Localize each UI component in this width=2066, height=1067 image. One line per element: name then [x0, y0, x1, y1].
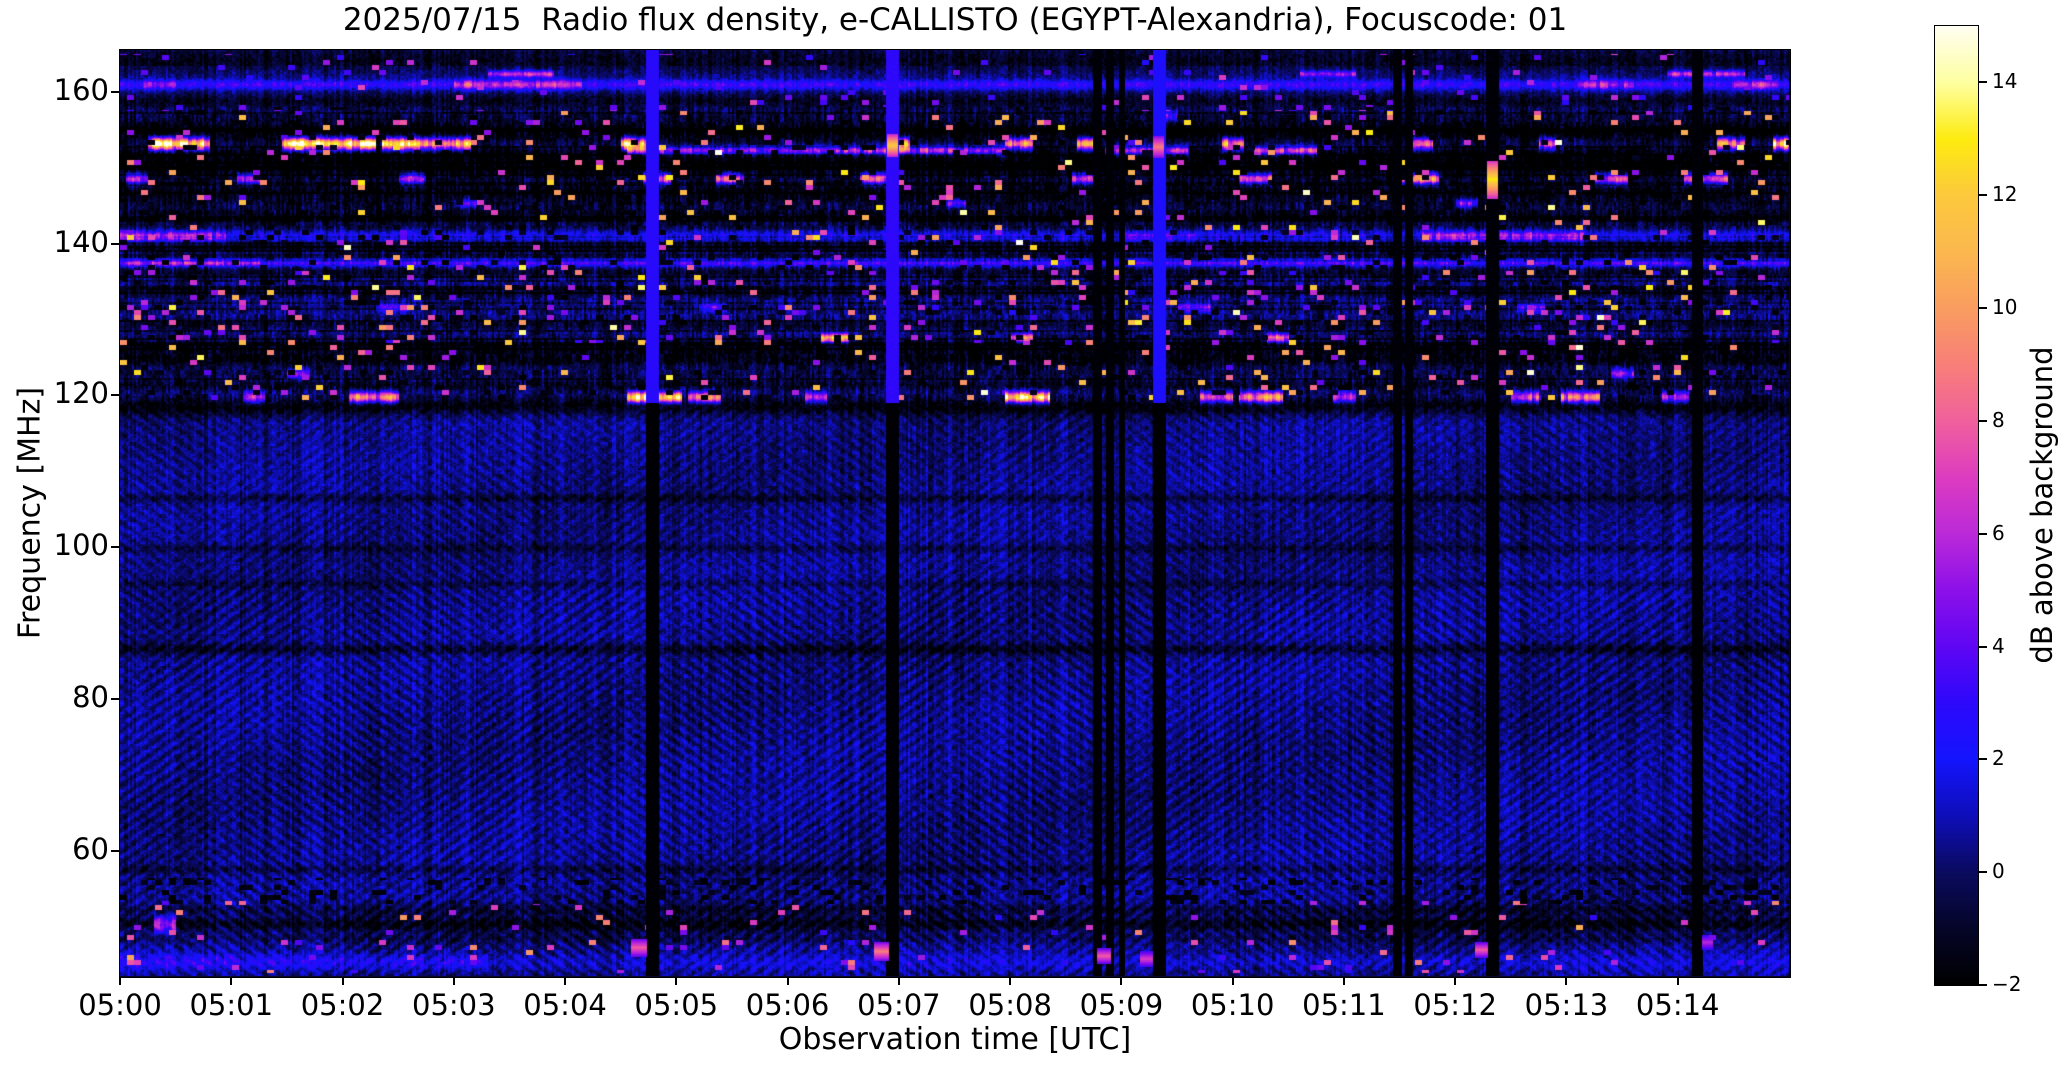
colorbar-tick-mark: [1979, 645, 1987, 648]
colorbar-tick-label: −2: [1992, 972, 2022, 996]
x-tick-mark: [1231, 977, 1234, 985]
colorbar-tick-mark: [1979, 984, 1987, 986]
x-tick-label: 05:08: [968, 988, 1052, 1022]
x-tick-mark: [786, 977, 789, 985]
y-tick-mark: [111, 546, 119, 549]
x-tick-mark: [1565, 977, 1568, 985]
x-tick-label: 05:10: [1190, 988, 1275, 1022]
y-axis-label: Frequency [MHz]: [12, 386, 48, 640]
x-tick-mark: [897, 977, 900, 985]
x-tick-label: 05:02: [300, 988, 385, 1022]
colorbar-tick-label: 2: [1992, 746, 2005, 771]
x-tick-label: 05:07: [857, 988, 941, 1022]
x-tick-label: 05:14: [1635, 988, 1720, 1022]
x-tick-label: 05:01: [189, 988, 274, 1022]
x-tick-label: 05:13: [1524, 988, 1609, 1022]
colorbar-tick-mark: [1979, 532, 1987, 535]
x-tick-label: 05:05: [634, 988, 719, 1022]
y-tick-label: 140: [53, 224, 109, 259]
colorbar-tick-label: 14: [1992, 69, 2018, 94]
colorbar-label: dB above background: [2025, 346, 2059, 664]
colorbar-tick-mark: [1979, 194, 1987, 197]
colorbar-tick-label: 12: [1992, 182, 2018, 207]
x-tick-mark: [341, 977, 344, 985]
x-tick-mark: [1009, 977, 1012, 985]
colorbar-tick-label: 4: [1992, 633, 2005, 658]
x-tick-mark: [119, 977, 121, 985]
x-tick-label: 05:00: [78, 988, 162, 1022]
x-tick-mark: [1454, 977, 1457, 985]
x-tick-mark: [1120, 977, 1123, 985]
x-tick-label: 05:09: [1079, 988, 1164, 1022]
colorbar-tick-label: 0: [1992, 859, 2005, 884]
y-tick-label: 100: [53, 528, 109, 563]
x-tick-mark: [230, 977, 233, 985]
y-tick-mark: [111, 849, 119, 852]
colorbar-tick-mark: [1979, 81, 1987, 84]
colorbar-tick-label: 8: [1992, 407, 2005, 432]
colorbar-tick-mark: [1979, 419, 1987, 422]
x-tick-mark: [452, 977, 455, 985]
x-tick-label: 05:12: [1413, 988, 1497, 1022]
x-axis-label: Observation time [UTC]: [778, 1022, 1132, 1057]
colorbar-tick-mark: [1979, 871, 1987, 874]
figure-title: 2025/07/15 Radio flux density, e-CALLIST…: [342, 2, 1568, 38]
y-tick-label: 80: [72, 679, 109, 714]
y-tick-label: 120: [53, 376, 109, 411]
x-tick-label: 05:03: [412, 988, 496, 1022]
y-tick-mark: [111, 697, 119, 700]
y-tick-mark: [111, 394, 119, 397]
y-tick-label: 60: [72, 831, 109, 866]
x-tick-mark: [564, 977, 567, 985]
x-tick-mark: [1676, 977, 1679, 985]
x-tick-label: 05:11: [1302, 988, 1386, 1022]
x-tick-mark: [1342, 977, 1345, 985]
colorbar-tick-label: 10: [1992, 295, 2018, 320]
colorbar-tick-label: 6: [1992, 520, 2005, 545]
colorbar-tick-mark: [1979, 307, 1987, 310]
y-tick-mark: [111, 90, 119, 93]
x-tick-label: 05:06: [745, 988, 830, 1022]
x-tick-mark: [675, 977, 678, 985]
y-tick-mark: [111, 242, 119, 245]
x-tick-label: 05:04: [523, 988, 607, 1022]
colorbar-tick-mark: [1979, 758, 1987, 761]
plot-area: [119, 49, 1791, 978]
spectrogram-canvas: [120, 50, 1789, 976]
y-tick-label: 160: [53, 72, 109, 107]
colorbar-gradient: [1934, 25, 1979, 986]
